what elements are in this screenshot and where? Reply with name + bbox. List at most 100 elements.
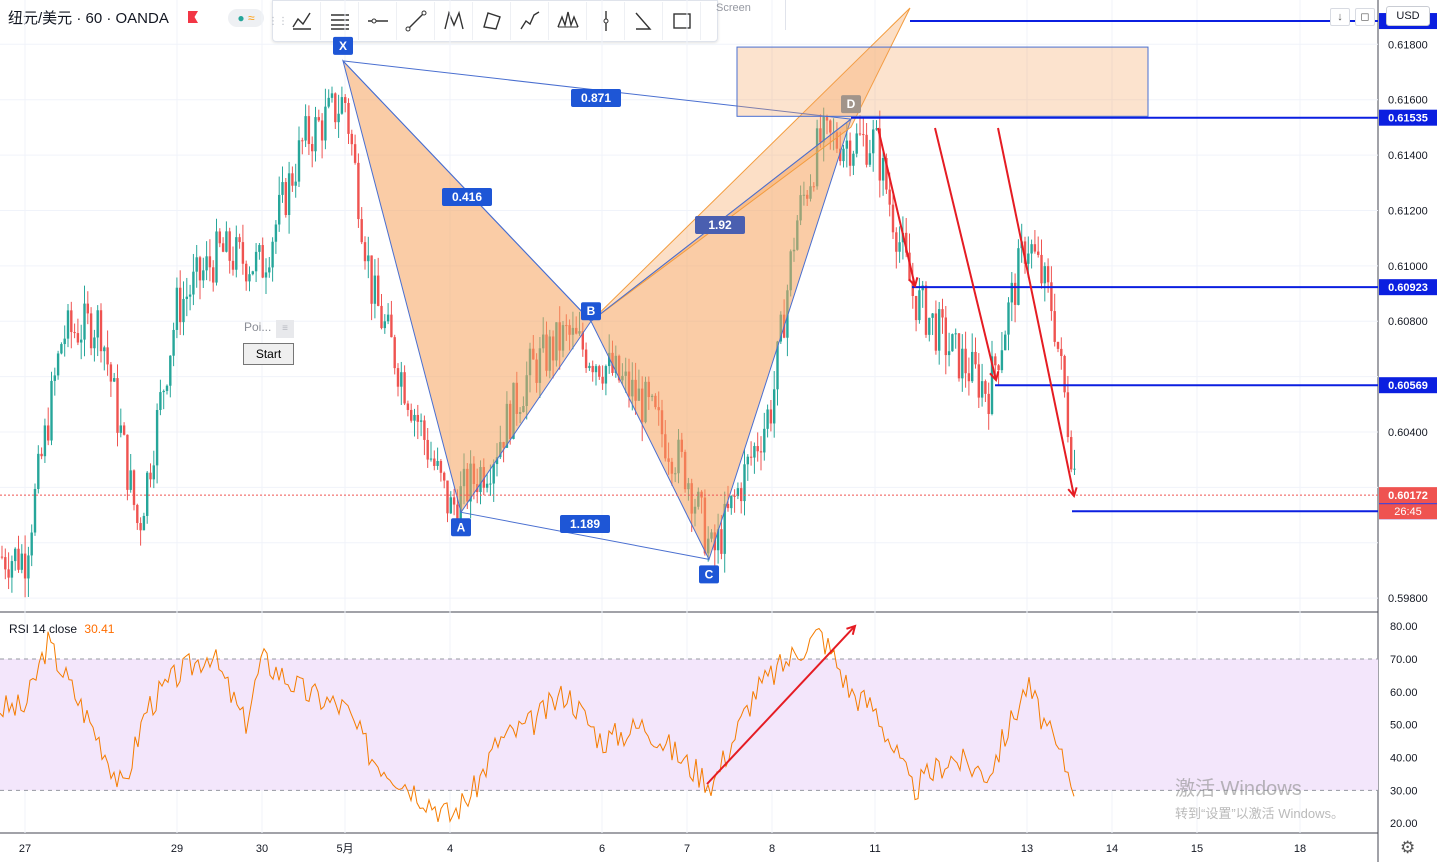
candle-body <box>7 569 10 578</box>
ratio-badge <box>442 188 492 206</box>
candle-body <box>258 245 261 252</box>
candle-body <box>33 488 37 533</box>
candle-body <box>604 366 608 384</box>
candle-body <box>941 309 944 318</box>
three-drives-icon[interactable] <box>435 2 473 40</box>
candle-body <box>1037 251 1040 255</box>
time-tick-label: 6 <box>599 843 605 855</box>
cypher-pattern-icon[interactable] <box>321 2 359 40</box>
candle-body <box>93 337 96 349</box>
candle-body <box>192 271 195 295</box>
candle-body <box>1063 356 1066 393</box>
candle-body <box>1007 302 1010 335</box>
head-shoulders-icon[interactable] <box>549 2 587 40</box>
xabcd-pattern-icon[interactable] <box>283 2 321 40</box>
ratio-badge <box>571 89 621 107</box>
candle-body <box>80 339 83 343</box>
ratio-label: 0.871 <box>581 91 611 105</box>
red-arrow-3 <box>997 127 1075 497</box>
candle-body <box>169 355 172 386</box>
pattern-point-badge <box>451 518 471 537</box>
ac-ratio-line <box>460 511 710 560</box>
candle-body <box>89 313 93 349</box>
screen-tab[interactable]: Screen <box>716 0 786 30</box>
candle-body <box>215 231 218 283</box>
candle-body <box>1053 311 1056 342</box>
rectangle-icon[interactable] <box>663 2 701 40</box>
candle-body <box>1013 282 1017 305</box>
candle-body <box>86 303 89 314</box>
candle-body <box>254 251 258 272</box>
candle-body <box>149 472 152 480</box>
candle-body <box>489 483 492 485</box>
settings-gear-icon[interactable]: ⚙ <box>1400 838 1416 857</box>
windows-watermark: 激活 Windows 转到“设置”以激活 Windows。 <box>1175 772 1344 822</box>
candle-body <box>1023 241 1027 264</box>
price-tick-label: 0.61800 <box>1388 39 1428 51</box>
candle-body <box>271 241 274 268</box>
time-tick-label: 29 <box>171 843 183 855</box>
candle-body <box>337 113 340 123</box>
candle-body <box>753 446 756 458</box>
candle-body <box>274 224 278 242</box>
candle-body <box>50 380 53 441</box>
candle-body <box>195 257 198 272</box>
candle-body <box>591 365 594 373</box>
candle-body <box>225 231 228 252</box>
candle-body <box>152 465 155 480</box>
candle-body <box>311 144 314 152</box>
candle-body <box>165 385 169 391</box>
candle-body <box>495 457 499 465</box>
candle-body <box>43 425 47 457</box>
symbol-title[interactable]: 纽元/美元 · 60 · OANDA <box>8 10 169 27</box>
candle-body <box>47 425 50 441</box>
candle-body <box>410 409 413 421</box>
candle-body <box>726 503 730 509</box>
start-button[interactable]: Start <box>243 343 294 365</box>
vertical-line-icon[interactable] <box>587 2 625 40</box>
candle-body <box>601 376 604 384</box>
candle-body <box>245 263 248 282</box>
pattern-point-label: C <box>705 567 714 581</box>
candle-body <box>155 409 159 466</box>
currency-button[interactable]: USD <box>1386 6 1430 26</box>
scroll-down-icon[interactable]: ↓ <box>1330 8 1350 26</box>
triangle-pattern-icon[interactable] <box>473 2 511 40</box>
candle-body <box>878 128 881 181</box>
fullscreen-icon[interactable]: ◻ <box>1355 8 1375 26</box>
candle-body <box>413 414 416 421</box>
elliott-wave-icon[interactable] <box>511 2 549 40</box>
red-arrow-1-head <box>908 277 919 289</box>
candle-body <box>881 158 885 181</box>
abcd-pattern-icon[interactable] <box>359 2 397 40</box>
candle-body <box>231 260 235 270</box>
menu-icon[interactable]: ≡ <box>276 320 294 338</box>
status-pill[interactable]: ● ≈ <box>228 9 264 27</box>
candle-body <box>759 451 763 453</box>
candle-body <box>188 294 192 297</box>
price-tick-label: 0.59800 <box>1388 593 1428 605</box>
candle-body <box>287 173 291 216</box>
candle-body <box>126 434 129 490</box>
candle-body <box>103 347 106 352</box>
candle-body <box>957 333 961 379</box>
countdown-label: 26:45 <box>1394 506 1422 518</box>
rsi-tick-label: 40.00 <box>1390 752 1418 764</box>
candle-body <box>162 390 165 393</box>
time-tick-label: 5月 <box>336 843 353 855</box>
price-level-label: 0.60923 <box>1388 282 1428 294</box>
candle-body <box>1030 244 1033 254</box>
candle-body <box>990 356 994 415</box>
candle-body <box>330 93 334 98</box>
trend-angle-icon[interactable] <box>625 2 663 40</box>
candle-body <box>885 158 888 190</box>
trend-line-icon[interactable] <box>397 2 435 40</box>
candle-body <box>317 117 320 121</box>
candle-body <box>769 409 773 424</box>
drag-handle[interactable]: ⋮⋮ <box>268 15 288 27</box>
candle-body <box>4 557 7 570</box>
time-tick-label: 7 <box>684 843 690 855</box>
candle-body <box>235 237 238 270</box>
candle-body <box>119 425 122 433</box>
